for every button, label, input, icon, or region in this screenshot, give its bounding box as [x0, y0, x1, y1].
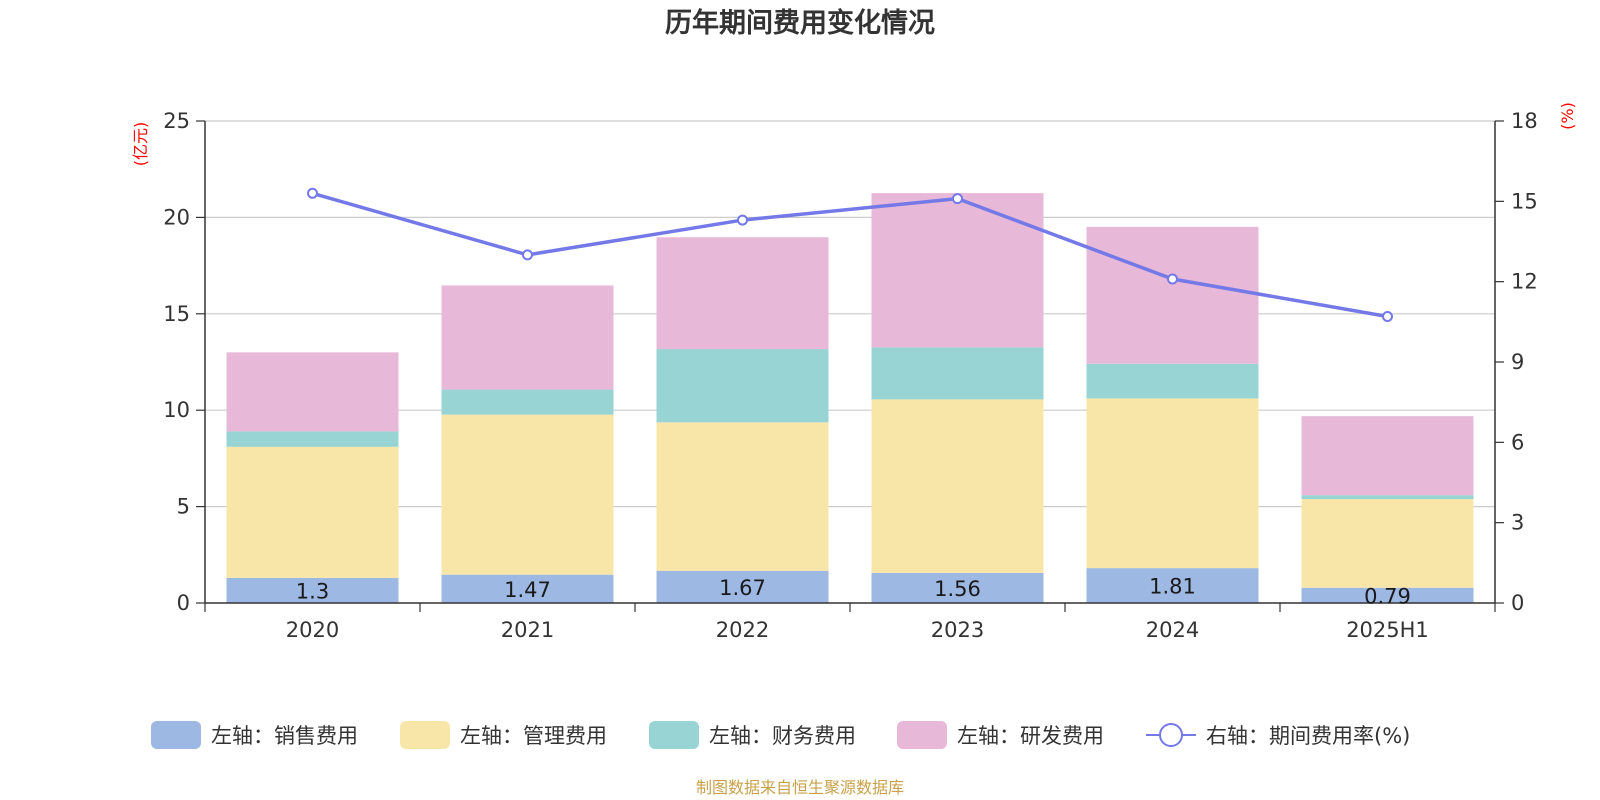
legend-label: 右轴：期间费用率(%) [1206, 724, 1410, 748]
bar-segment [1086, 226, 1259, 364]
left-axis-tick-label: 20 [163, 205, 190, 229]
x-axis-tick-label: 2024 [1146, 618, 1199, 642]
right-axis-tick-label: 15 [1511, 189, 1538, 213]
line-point [1382, 310, 1393, 322]
line-series [307, 187, 1393, 322]
legend-label: 左轴：研发费用 [957, 724, 1104, 748]
bar-segment [871, 399, 1044, 573]
legend: 左轴：销售费用 左轴：管理费用 左轴：财务费用 左轴：研发费用 右轴：期间费用率(%) [151, 721, 1410, 749]
bar-segment [226, 446, 399, 578]
bar-series [226, 193, 1474, 603]
rate-line [312, 191, 1388, 319]
bar-segment [1301, 495, 1474, 500]
bar-segment [441, 414, 614, 575]
right-axis-tick-label: 0 [1511, 591, 1524, 615]
legend-swatch [897, 721, 947, 749]
x-axis-tick-label: 2020 [286, 618, 339, 642]
left-axis-tick-label: 25 [163, 109, 190, 133]
right-axis-tick-label: 18 [1511, 109, 1538, 133]
data-label: 1.3 [296, 579, 329, 603]
line-point [737, 214, 748, 226]
left-axis-tick-label: 0 [177, 591, 190, 615]
bar-segment [441, 285, 614, 390]
bar-segment [1086, 398, 1259, 569]
line-point [522, 249, 533, 261]
bar-segment [656, 349, 829, 423]
bar-segment [871, 193, 1044, 348]
x-axis-tick-label: 2023 [931, 618, 984, 642]
bar-segment [871, 572, 1044, 603]
bar-segment [441, 389, 614, 415]
bar-segment [656, 570, 829, 603]
bar-segment [656, 422, 829, 571]
left-axis-tick-label: 10 [163, 398, 190, 422]
bar-segment [441, 574, 614, 603]
bar-segment [871, 347, 1044, 400]
bar-segment [1086, 568, 1259, 603]
gridlines [205, 120, 1495, 508]
data-label: 0.79 [1364, 584, 1411, 608]
source-note: 制图数据来自恒生聚源数据库 [696, 778, 904, 797]
bar-segment [1301, 416, 1474, 496]
bar-segment [226, 431, 399, 447]
bar-segment [1301, 587, 1474, 603]
axes: 0 5 10 15 20 25 0 3 6 9 12 15 18 2020 2021 2022 2023 2024… [163, 109, 1537, 642]
chart-title: 历年期间费用变化情况 [665, 7, 935, 39]
legend-marker [1159, 723, 1183, 747]
data-label: 1.47 [504, 578, 551, 602]
bar-segment [656, 237, 829, 350]
bar-segment [226, 352, 399, 432]
right-axis-tick-label: 12 [1511, 270, 1538, 294]
legend-label: 左轴：财务费用 [709, 724, 856, 748]
x-axis-tick-label: 2022 [716, 618, 769, 642]
legend-swatch [649, 721, 699, 749]
right-axis-tick-label: 3 [1511, 511, 1524, 535]
bar-segment [1301, 499, 1474, 588]
legend-swatch [151, 721, 201, 749]
legend-label: 左轴：管理费用 [460, 724, 607, 748]
line-point [952, 193, 963, 205]
right-axis-unit: (%) [1558, 102, 1577, 130]
x-axis-tick-label: 2021 [501, 618, 554, 642]
data-labels: 1.3 1.47 1.67 1.56 1.81 0.79 [296, 575, 1411, 609]
data-label: 1.56 [934, 577, 981, 601]
line-point [307, 187, 318, 199]
left-axis-tick-label: 5 [177, 495, 190, 519]
right-axis-tick-label: 6 [1511, 430, 1524, 454]
legend-swatch [400, 721, 450, 749]
left-axis-tick-label: 15 [163, 302, 190, 326]
legend-label: 左轴：销售费用 [211, 724, 358, 748]
data-label: 1.67 [719, 576, 766, 600]
left-axis-unit: (亿元) [131, 122, 150, 167]
bar-segment [1086, 363, 1259, 399]
right-axis-tick-label: 9 [1511, 350, 1524, 374]
data-label: 1.81 [1149, 575, 1196, 599]
line-point [1167, 273, 1178, 285]
bar-segment [226, 577, 399, 603]
x-axis-tick-label: 2025H1 [1346, 618, 1429, 642]
